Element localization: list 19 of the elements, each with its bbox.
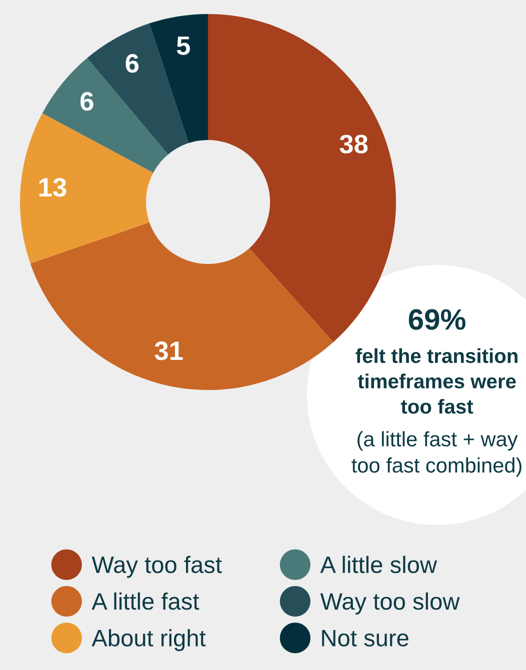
legend-label: Way too slow [320,592,460,614]
text: 69% [408,309,466,330]
legend-label: Not sure [322,630,408,646]
data-label: 38 [340,134,368,154]
text: felt the transition timeframes were too fast [356,348,518,414]
legend-label: Way too fast [92,556,222,578]
text: (a little fast + way too fast combined) [352,431,522,477]
data-label: 5 [176,36,190,56]
legend-label: About right [92,629,206,652]
donut-slice [149,14,208,144]
data-label: 31 [154,341,183,360]
data-label: 6 [126,54,139,73]
donut-slice [20,113,154,264]
legend-label: A little slow [320,556,438,574]
legend-label: A little fast [92,592,200,610]
data-label: 13 [39,178,66,197]
donut-slice [208,14,396,342]
donut-slice [30,222,334,390]
data-label: 6 [80,92,94,111]
